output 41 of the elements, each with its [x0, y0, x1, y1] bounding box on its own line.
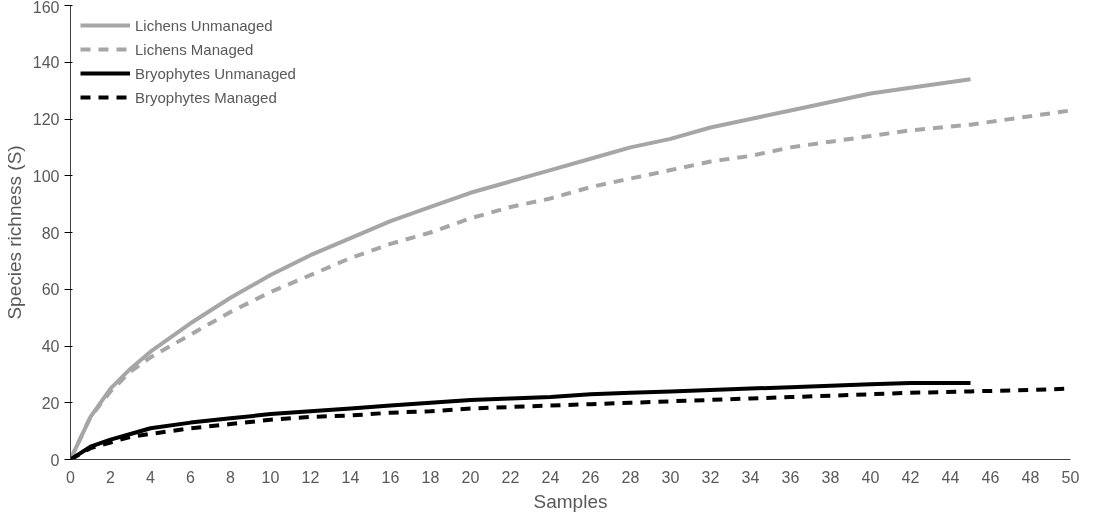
x-tick-label: 36 — [781, 468, 800, 486]
legend-label: Bryophytes Managed — [135, 88, 277, 106]
x-tick-label: 32 — [701, 468, 720, 486]
x-tick-label: 44 — [941, 468, 960, 486]
x-tick-label: 28 — [621, 468, 640, 486]
legend-label: Lichens Managed — [135, 40, 254, 58]
y-tick-label: 20 — [41, 394, 60, 412]
y-axis-title: Species richness (S) — [3, 145, 25, 320]
x-tick-label: 42 — [901, 468, 920, 486]
y-tick-label: 0 — [50, 451, 60, 469]
x-tick-label: 20 — [461, 468, 480, 486]
y-tick-label: 140 — [32, 54, 60, 72]
x-tick-label: 0 — [66, 468, 76, 486]
x-tick-label: 24 — [541, 468, 560, 486]
x-tick-label: 50 — [1061, 468, 1080, 486]
y-tick-label: 80 — [41, 224, 60, 242]
x-tick-label: 4 — [146, 468, 156, 486]
x-tick-label: 34 — [741, 468, 760, 486]
x-tick-label: 10 — [261, 468, 280, 486]
legend-label: Lichens Unmanaged — [135, 16, 273, 34]
x-tick-label: 14 — [341, 468, 360, 486]
y-tick-label: 120 — [32, 111, 60, 128]
x-tick-label: 22 — [501, 468, 520, 486]
x-tick-label: 26 — [581, 468, 600, 486]
y-tick-label: 160 — [32, 0, 60, 16]
x-tick-label: 12 — [301, 468, 320, 486]
x-tick-label: 8 — [226, 468, 236, 486]
x-tick-label: 40 — [861, 468, 880, 486]
x-tick-label: 6 — [186, 468, 196, 486]
x-tick-label: 48 — [1021, 468, 1040, 486]
legend-label: Bryophytes Unmanaged — [135, 64, 296, 82]
x-tick-label: 38 — [821, 468, 840, 486]
x-tick-label: 46 — [981, 468, 1000, 486]
y-tick-label: 100 — [32, 167, 60, 185]
y-tick-label: 40 — [41, 338, 60, 355]
x-tick-label: 18 — [421, 468, 440, 486]
x-tick-label: 2 — [106, 468, 116, 486]
y-tick-label: 60 — [41, 281, 60, 299]
x-tick-label: 16 — [381, 468, 400, 486]
x-axis-title: Samples — [533, 490, 608, 512]
x-tick-label: 30 — [661, 468, 680, 486]
